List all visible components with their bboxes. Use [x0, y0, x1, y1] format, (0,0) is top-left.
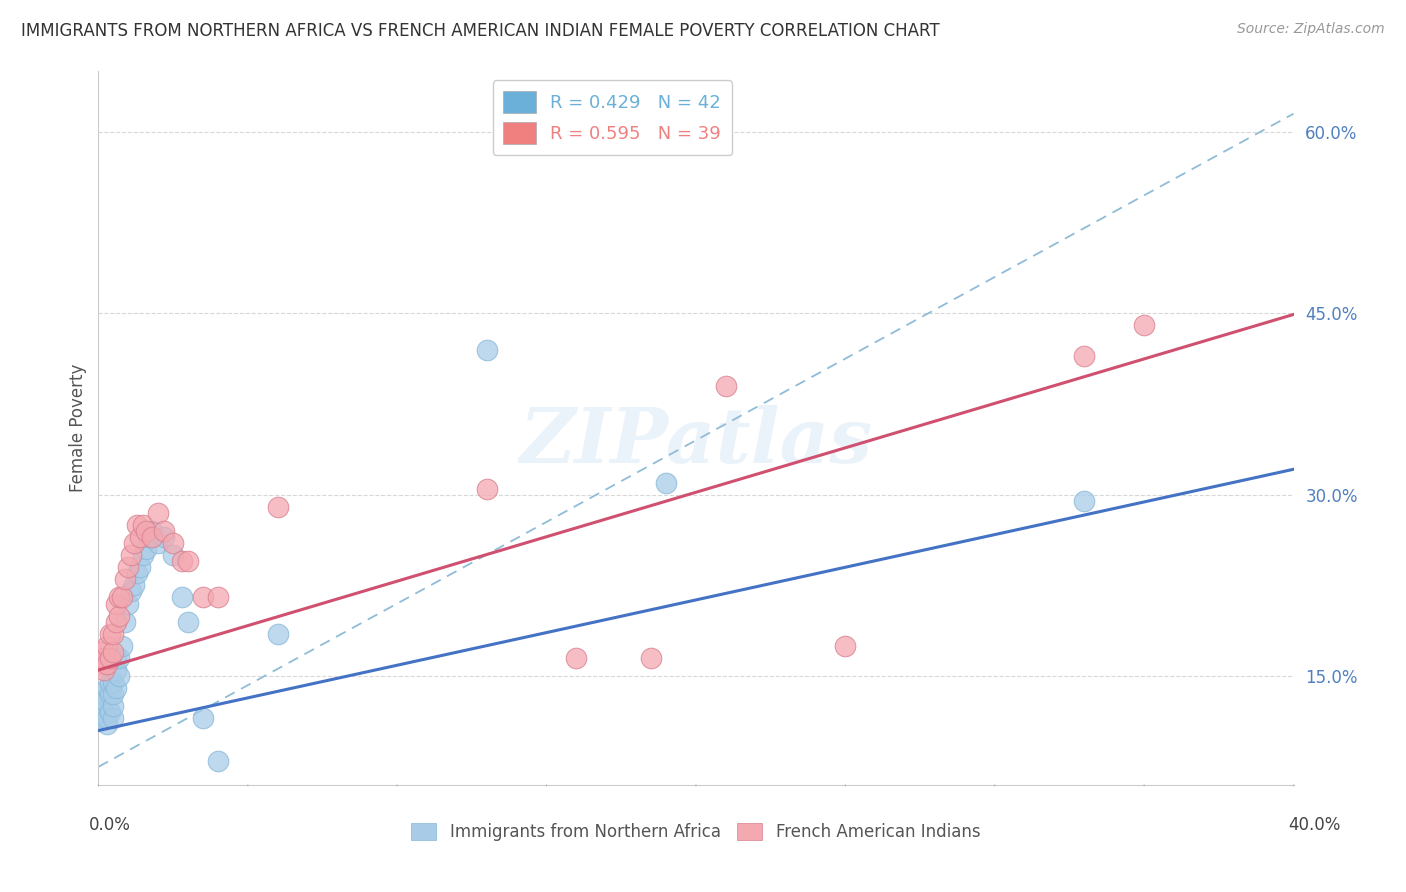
Point: [153, 530, 176, 544]
Point: [191, 591, 214, 605]
Point: [93, 706, 115, 720]
Point: [124, 578, 146, 592]
Point: [108, 651, 131, 665]
Point: [117, 597, 139, 611]
Point: [132, 517, 155, 532]
Point: [114, 572, 136, 586]
Point: [1073, 493, 1095, 508]
Text: 40.0%: 40.0%: [1288, 816, 1341, 834]
Legend: Immigrants from Northern Africa, French American Indians: Immigrants from Northern Africa, French …: [405, 816, 987, 848]
Point: [135, 524, 157, 538]
Point: [96, 711, 118, 725]
Point: [105, 681, 128, 696]
Point: [124, 536, 146, 550]
Point: [103, 645, 125, 659]
Text: ZIPatlas: ZIPatlas: [519, 406, 873, 479]
Point: [655, 475, 678, 490]
Text: IMMIGRANTS FROM NORTHERN AFRICA VS FRENCH AMERICAN INDIAN FEMALE POVERTY CORRELA: IMMIGRANTS FROM NORTHERN AFRICA VS FRENC…: [21, 22, 939, 40]
Point: [111, 591, 134, 605]
Point: [111, 639, 134, 653]
Point: [114, 615, 136, 629]
Point: [90, 687, 112, 701]
Text: Source: ZipAtlas.com: Source: ZipAtlas.com: [1237, 22, 1385, 37]
Point: [103, 675, 125, 690]
Point: [1133, 318, 1156, 333]
Point: [172, 554, 194, 568]
Point: [98, 651, 122, 665]
Point: [267, 500, 290, 514]
Point: [138, 530, 160, 544]
Point: [191, 711, 214, 725]
Point: [120, 548, 142, 562]
Point: [148, 536, 170, 550]
Y-axis label: Female Poverty: Female Poverty: [69, 364, 87, 492]
Point: [267, 627, 290, 641]
Point: [172, 591, 194, 605]
Point: [132, 548, 155, 562]
Point: [475, 482, 498, 496]
Point: [105, 597, 128, 611]
Point: [565, 651, 588, 665]
Point: [129, 530, 152, 544]
Point: [93, 711, 115, 725]
Point: [108, 608, 131, 623]
Point: [98, 706, 122, 720]
Point: [135, 542, 157, 557]
Point: [117, 560, 139, 574]
Point: [98, 675, 122, 690]
Point: [153, 524, 176, 538]
Point: [177, 615, 200, 629]
Point: [129, 560, 152, 574]
Point: [141, 530, 163, 544]
Point: [93, 693, 115, 707]
Point: [714, 379, 737, 393]
Point: [103, 699, 125, 714]
Point: [108, 669, 131, 683]
Point: [103, 711, 125, 725]
Point: [162, 536, 184, 550]
Text: 0.0%: 0.0%: [89, 816, 131, 834]
Point: [90, 699, 112, 714]
Point: [103, 627, 125, 641]
Point: [103, 687, 125, 701]
Point: [96, 657, 118, 671]
Point: [96, 717, 118, 731]
Point: [93, 651, 115, 665]
Point: [108, 591, 131, 605]
Point: [148, 506, 170, 520]
Point: [207, 591, 229, 605]
Point: [105, 615, 128, 629]
Point: [177, 554, 200, 568]
Point: [1073, 349, 1095, 363]
Point: [207, 754, 229, 768]
Point: [90, 657, 112, 671]
Point: [105, 651, 128, 665]
Point: [96, 639, 118, 653]
Point: [162, 548, 184, 562]
Point: [127, 517, 149, 532]
Point: [475, 343, 498, 357]
Point: [96, 681, 118, 696]
Point: [90, 645, 112, 659]
Point: [93, 663, 115, 677]
Point: [105, 663, 128, 677]
Point: [141, 524, 163, 538]
Point: [120, 584, 142, 599]
Point: [640, 651, 662, 665]
Point: [834, 639, 856, 653]
Point: [127, 566, 149, 581]
Point: [98, 627, 122, 641]
Point: [98, 687, 122, 701]
